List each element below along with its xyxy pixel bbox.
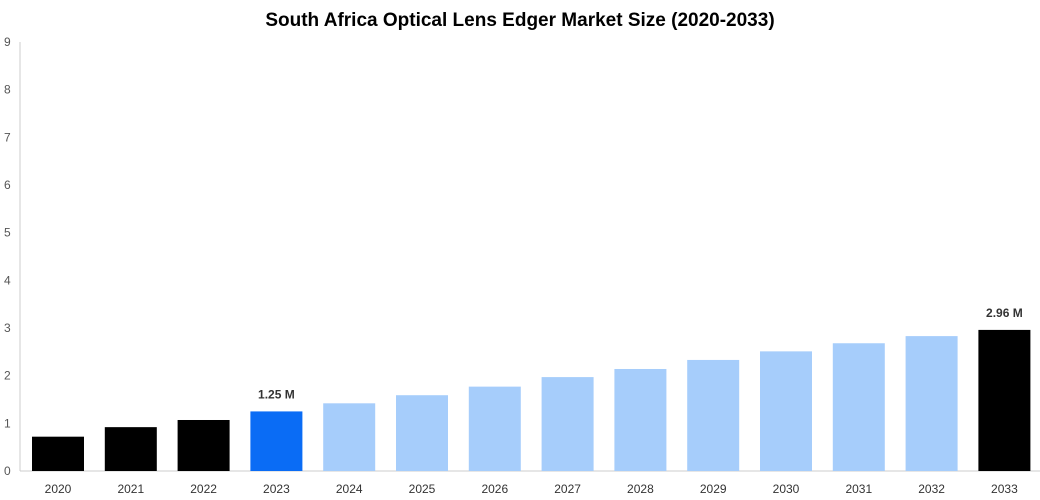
- x-tick-label: 2029: [700, 482, 727, 496]
- y-tick-label: 1: [4, 416, 11, 430]
- y-tick-label: 4: [4, 273, 11, 287]
- y-tick-label: 9: [4, 35, 11, 49]
- y-tick-label: 5: [4, 226, 11, 240]
- bar-2030: [760, 351, 812, 471]
- y-tick-label: 6: [4, 178, 11, 192]
- x-tick-label: 2031: [845, 482, 872, 496]
- x-tick-label: 2021: [117, 482, 144, 496]
- x-tick-label: 2027: [554, 482, 581, 496]
- y-tick-label: 7: [4, 130, 11, 144]
- x-tick-label: 2025: [409, 482, 436, 496]
- bar-2033: [978, 329, 1031, 471]
- bar-2029: [687, 359, 740, 471]
- data-label-2033: 2.96 M: [986, 306, 1023, 320]
- bar-2020: [32, 436, 84, 471]
- chart-title: South Africa Optical Lens Edger Market S…: [265, 10, 775, 31]
- bar-2026: [468, 386, 521, 471]
- y-tick-label: 0: [4, 464, 11, 478]
- x-tick-label: 2030: [773, 482, 800, 496]
- x-tick-label: 2032: [918, 482, 945, 496]
- bar-2027: [541, 377, 594, 471]
- bar-2021: [104, 427, 157, 471]
- x-tick-label: 2024: [336, 482, 363, 496]
- y-tick-label: 2: [4, 369, 11, 383]
- y-axis: 0 1 2 3 4 5 6 7 8 9: [4, 35, 11, 478]
- bars: [32, 329, 1031, 471]
- y-tick-label: 3: [4, 321, 11, 335]
- bar-2031: [832, 343, 885, 471]
- bar-2024: [323, 403, 376, 471]
- data-labels: 1.25 M 2.96 M: [258, 306, 1023, 402]
- x-tick-label: 2023: [263, 482, 290, 496]
- x-axis: 2020 2021 2022 2023 2024 2025 2026 2027 2028 2029…: [45, 482, 1018, 496]
- bar-2023: [250, 411, 303, 471]
- x-tick-label: 2028: [627, 482, 654, 496]
- data-label-2023: 1.25 M: [258, 387, 295, 401]
- bar-2032: [905, 336, 958, 471]
- x-tick-label: 2033: [991, 482, 1018, 496]
- x-tick-label: 2026: [481, 482, 508, 496]
- x-tick-label: 2022: [190, 482, 217, 496]
- y-tick-label: 8: [4, 83, 11, 97]
- bar-2028: [614, 368, 667, 471]
- bar-2025: [396, 395, 448, 471]
- x-tick-label: 2020: [45, 482, 72, 496]
- bar-2022: [177, 419, 230, 471]
